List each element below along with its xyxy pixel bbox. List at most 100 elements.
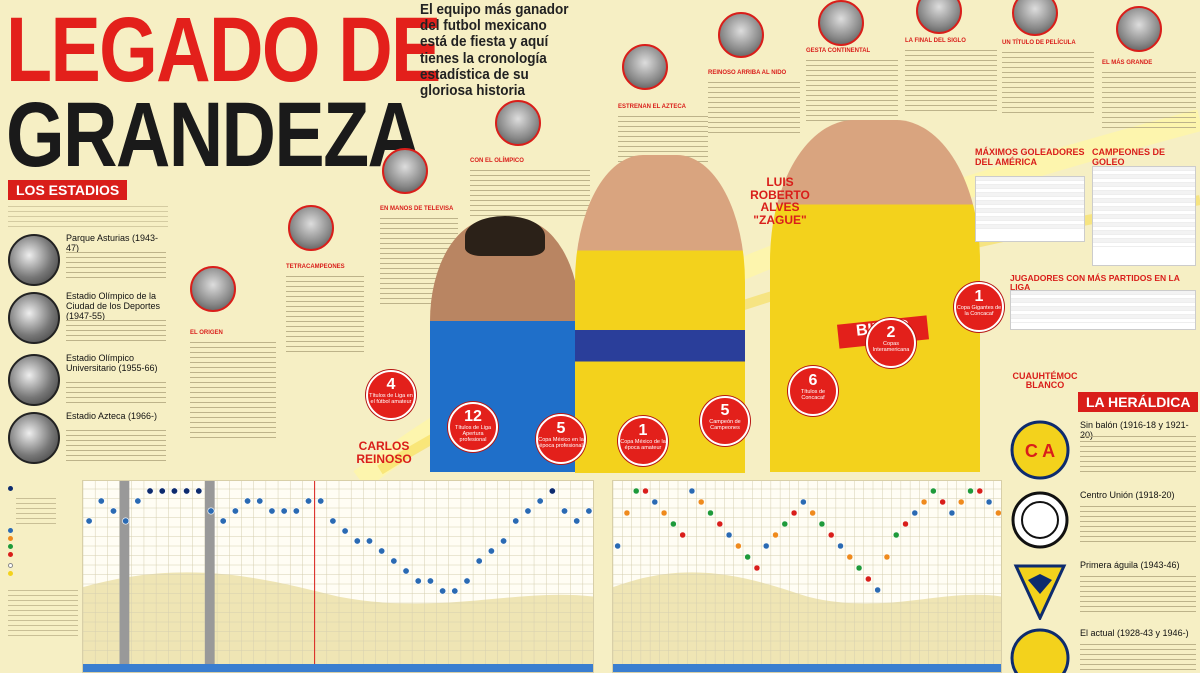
timeline-title: CON EL OLÍMPICO	[470, 158, 524, 164]
position-marker	[329, 517, 337, 525]
badge-liga-amateur: 4 Títulos de Liga en el fútbol amateur	[366, 370, 416, 420]
origen-photo	[190, 266, 236, 312]
timeline-text	[618, 112, 708, 162]
main-title: LEGADO DE GRANDEZA	[6, 4, 441, 186]
timeline-title: GESTA CONTINENTAL	[806, 48, 871, 54]
position-marker	[353, 537, 361, 545]
stadium-name: Estadio Azteca (1966-)	[66, 411, 158, 421]
position-marker	[85, 517, 93, 525]
legend-item	[8, 536, 78, 541]
stadium-olimpico-deportes: Estadio Olímpico de la Ciudad de los Dep…	[8, 291, 168, 346]
position-marker	[585, 507, 593, 515]
position-marker	[892, 531, 900, 539]
timeline-olimpico: CON EL OLÍMPICO	[470, 158, 590, 216]
player-blanco-figure	[770, 120, 980, 472]
position-marker	[670, 520, 677, 528]
position-marker	[651, 498, 659, 506]
position-marker	[697, 498, 705, 506]
herald-primera-aguila: Primera águila (1943-46)	[1010, 560, 1196, 624]
timeline-title: EL ORIGEN	[190, 330, 223, 336]
herald-name: Primera águila (1943-46)	[1080, 560, 1180, 570]
position-marker	[865, 575, 872, 583]
position-marker	[219, 517, 227, 525]
position-marker	[642, 487, 649, 495]
azteca-photo	[622, 44, 668, 90]
position-marker	[985, 498, 993, 506]
legend-item	[8, 571, 78, 576]
position-marker	[976, 487, 984, 495]
position-marker	[995, 509, 1001, 517]
campeones-table	[1092, 166, 1196, 266]
estadios-heading: LOS ESTADIOS	[8, 180, 128, 200]
legend-note	[8, 586, 78, 636]
position-marker	[561, 507, 569, 515]
player-name-reinoso: CARLOS REINOSO	[356, 439, 412, 466]
timeline-title: ESTRENAN EL AZTECA	[618, 104, 687, 110]
position-marker	[146, 487, 154, 495]
stadium-desc	[66, 316, 166, 342]
badge-copa-mexico-pro: 5 Copa México en la época profesional	[536, 414, 586, 464]
stadium-olimpico-universitario: Estadio Olímpico Universitario (1955-66)	[8, 353, 168, 408]
chart-background-area	[613, 572, 1001, 672]
badge-liga-profesional: 12 Títulos de Liga Apertura profesional	[448, 402, 498, 452]
position-marker	[414, 577, 422, 585]
player-reinoso-hair	[465, 216, 545, 256]
position-marker	[378, 547, 386, 555]
position-marker	[688, 487, 696, 495]
stadium-photo	[8, 412, 60, 464]
timeline-title: UN TÍTULO DE PELÍCULA	[1002, 40, 1076, 46]
position-marker	[679, 531, 686, 539]
gesta-photo	[818, 0, 864, 46]
season-bar	[83, 664, 593, 672]
position-marker	[911, 509, 919, 517]
chart-left	[82, 480, 594, 673]
herald-desc	[1080, 572, 1196, 616]
position-marker	[109, 507, 117, 515]
goleadores-table	[975, 176, 1085, 242]
timeline-text	[708, 78, 800, 134]
timeline-title: LA FINAL DEL SIGLO	[905, 38, 966, 44]
position-marker	[512, 517, 520, 525]
position-marker	[451, 587, 459, 595]
position-marker	[536, 497, 544, 505]
legend-item	[8, 563, 78, 568]
position-marker	[632, 487, 640, 495]
position-marker	[762, 542, 770, 550]
herald-sin-balon: C A Sin balón (1916-18 y 1921-20)	[1010, 420, 1196, 484]
position-marker	[930, 487, 937, 495]
position-marker	[317, 497, 325, 505]
crest-centro-union-icon	[1011, 491, 1069, 549]
timeline-title: EL MÁS GRANDE	[1102, 60, 1153, 66]
position-marker	[846, 553, 854, 561]
timeline-text	[806, 56, 898, 122]
position-marker	[707, 509, 714, 517]
badge-campeon-campeones: 5 Campeón de Campeones	[700, 396, 750, 446]
position-marker	[365, 537, 373, 545]
position-marker	[341, 527, 349, 535]
crest-actual-icon	[1010, 628, 1070, 673]
timeline-mas-grande: EL MÁS GRANDE	[1102, 60, 1196, 130]
crest-sin-balon-icon: C A	[1010, 420, 1070, 480]
position-marker	[818, 520, 826, 528]
position-marker	[967, 487, 974, 495]
timeline-text	[286, 272, 364, 352]
partidos-table	[1010, 290, 1196, 330]
title-line-2: GRANDEZA	[6, 83, 422, 186]
position-marker	[735, 542, 742, 550]
legend-desc	[16, 494, 56, 528]
position-marker	[827, 531, 835, 539]
estadios-intro-text	[8, 202, 168, 228]
timeline-text	[470, 166, 590, 216]
badge-interamericana: 2 Copas Interamericana	[866, 318, 916, 368]
chart-left-svg	[83, 481, 593, 672]
campeones-heading: CAMPEONES DE GOLEO	[1092, 147, 1166, 167]
position-marker	[305, 497, 313, 505]
timeline-azteca: ESTRENAN EL AZTECA	[618, 104, 708, 162]
legend-item	[8, 486, 78, 491]
position-marker	[939, 498, 946, 506]
player-name-zague: LUIS ROBERTO ALVES "ZAGUE"	[750, 175, 810, 227]
position-marker	[781, 520, 789, 528]
badge-concacaf: 6 Títulos de Concacaf	[788, 366, 838, 416]
gap-band	[119, 481, 130, 664]
position-marker	[426, 577, 434, 585]
